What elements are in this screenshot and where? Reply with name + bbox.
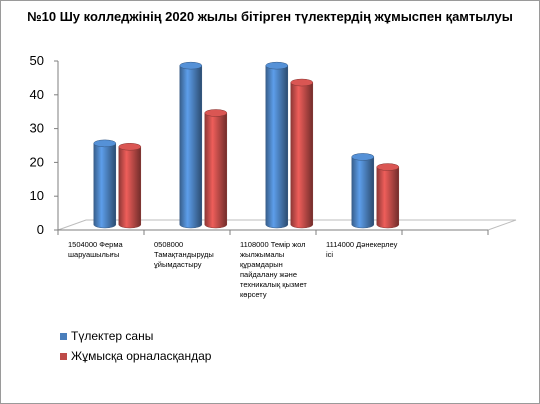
- legend-label-employed: Жұмысқа орналасқандар: [71, 349, 212, 363]
- x-category-label: 1108000 Темір жол жылжымалы құрамдарын п…: [240, 240, 307, 299]
- bar-employed: [204, 112, 228, 229]
- bar-graduates: [351, 156, 375, 229]
- bar-top-employed: [290, 78, 314, 87]
- y-tick-label: 40: [30, 87, 44, 102]
- x-category-label: 0508000 Тамақтандыруды ұйымдастыру: [154, 240, 214, 269]
- bar-top-employed: [118, 143, 142, 151]
- bar-top-employed: [376, 163, 400, 171]
- bar-top-graduates: [179, 61, 203, 70]
- chart-title: №10 Шу колледжінің 2020 жылы бітірген тү…: [27, 9, 513, 24]
- bar-top-employed: [204, 109, 228, 117]
- bar-graduates: [179, 65, 203, 229]
- bar-employed: [118, 146, 142, 229]
- bar-employed: [290, 82, 314, 229]
- bar-graduates: [265, 65, 289, 229]
- bar-top-graduates: [93, 139, 117, 148]
- legend-label-graduates: Түлектер саны: [71, 329, 154, 343]
- x-category-label: 1114000 Дәнекерлеу ісі: [326, 240, 398, 259]
- y-tick-label: 10: [30, 188, 44, 203]
- legend-item-employed: Жұмысқа орналасқандар: [60, 349, 211, 363]
- y-tick-label: 50: [30, 53, 44, 68]
- x-category-label: 1504000 Ферма шаруашылығы: [68, 240, 123, 259]
- bar-top-graduates: [265, 61, 289, 70]
- legend-swatch-employed: [60, 352, 67, 360]
- chart-side-wall: [58, 51, 86, 230]
- y-tick-label: 20: [30, 154, 44, 169]
- y-tick-label: 0: [37, 222, 44, 237]
- legend-item-graduates: Түлектер саны: [60, 329, 153, 343]
- bar-top-graduates: [351, 153, 375, 161]
- bar-graduates: [93, 143, 117, 229]
- y-tick-label: 30: [30, 121, 44, 136]
- bar-employed: [376, 166, 400, 229]
- legend-swatch-graduates: [60, 332, 67, 340]
